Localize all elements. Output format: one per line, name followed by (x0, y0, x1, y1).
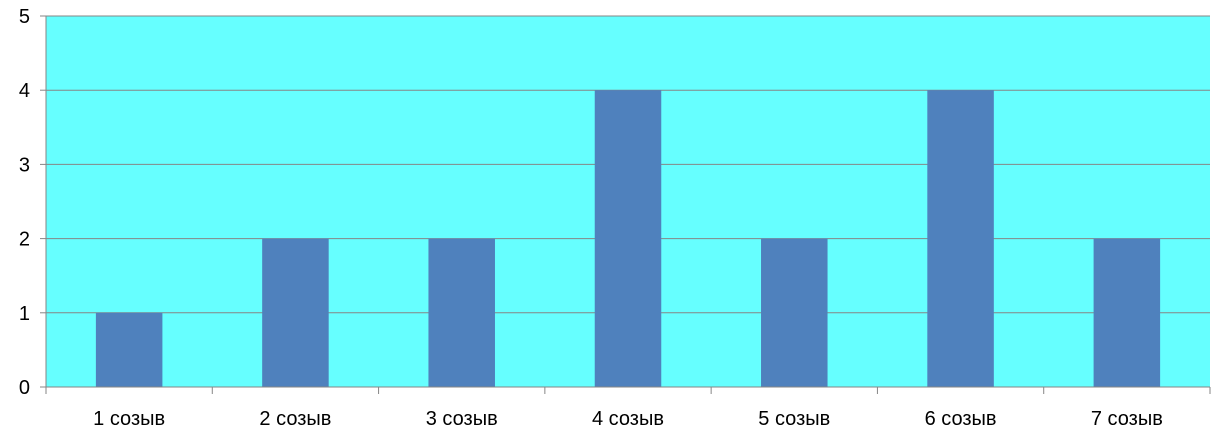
y-tick-label: 3 (19, 154, 30, 176)
y-tick-label: 2 (19, 229, 30, 251)
x-tick-label: 1 созыв (93, 408, 165, 430)
y-tick-labels: 0 1 2 3 4 5 (19, 6, 30, 399)
x-tick-label: 7 созыв (1091, 408, 1163, 430)
bar (927, 90, 994, 387)
y-tick-label: 1 (19, 303, 30, 325)
bar (262, 238, 329, 387)
x-tick-label: 4 созыв (592, 408, 664, 430)
bar (95, 312, 163, 387)
y-tick-label: 5 (19, 6, 30, 28)
bar (594, 90, 662, 387)
axes (40, 15, 1211, 394)
y-tick-label: 4 (19, 80, 30, 102)
x-tick-label: 3 созыв (426, 408, 498, 430)
bar (761, 238, 828, 387)
bars (95, 90, 1161, 387)
x-tick-label: 5 созыв (758, 408, 830, 430)
y-tick-label: 0 (19, 377, 30, 399)
x-tick-labels: 1 созыв 2 созыв 3 созыв 4 созыв 5 созыв 6 соз… (93, 408, 1163, 430)
bar (1093, 238, 1161, 387)
bar (428, 238, 495, 387)
x-tick-label: 6 созыв (925, 408, 997, 430)
x-tick-label: 2 созыв (259, 408, 331, 430)
